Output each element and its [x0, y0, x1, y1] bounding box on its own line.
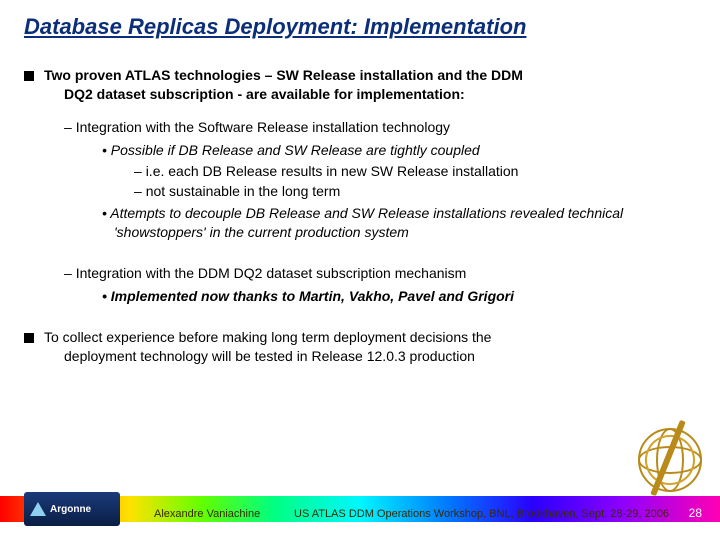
bullet-2: To collect experience before making long… — [24, 328, 696, 366]
armillary-sphere-icon — [634, 424, 702, 492]
bullet-1: Two proven ATLAS technologies – SW Relea… — [24, 66, 696, 104]
sub-bullet-1b: Attempts to decouple DB Release and SW R… — [102, 204, 696, 242]
bullet-1-text-line2: DQ2 dataset subscription - are available… — [64, 85, 696, 104]
logo-triangle-icon — [30, 502, 46, 516]
sub-bullet-1a: Possible if DB Release and SW Release ar… — [102, 141, 696, 160]
page-number: 28 — [689, 506, 702, 520]
footer-event: US ATLAS DDM Operations Workshop, BNL, B… — [294, 508, 669, 520]
argonne-logo: Argonne — [24, 492, 120, 526]
square-bullet-icon — [24, 333, 34, 343]
sub-bullet-1a-ii: not sustainable in the long term — [134, 182, 696, 201]
bullet-1-text-line1: Two proven ATLAS technologies – SW Relea… — [44, 67, 523, 83]
slide-title: Database Replicas Deployment: Implementa… — [24, 14, 526, 40]
logo-text: Argonne — [50, 504, 91, 515]
sub-bullet-2a: Implemented now thanks to Martin, Vakho,… — [102, 287, 696, 306]
square-bullet-icon — [24, 71, 34, 81]
sub-bullet-1a-i: i.e. each DB Release results in new SW R… — [134, 162, 696, 181]
bullet-2-text-line1: To collect experience before making long… — [44, 329, 491, 345]
sub-bullet-2: Integration with the DDM DQ2 dataset sub… — [64, 264, 696, 283]
footer-author: Alexandre Vaniachine — [154, 508, 260, 520]
bullet-2-text-line2: deployment technology will be tested in … — [64, 347, 696, 366]
sub-bullet-1: Integration with the Software Release in… — [64, 118, 696, 137]
slide-body: Two proven ATLAS technologies – SW Relea… — [24, 66, 696, 366]
slide: Database Replicas Deployment: Implementa… — [0, 0, 720, 540]
